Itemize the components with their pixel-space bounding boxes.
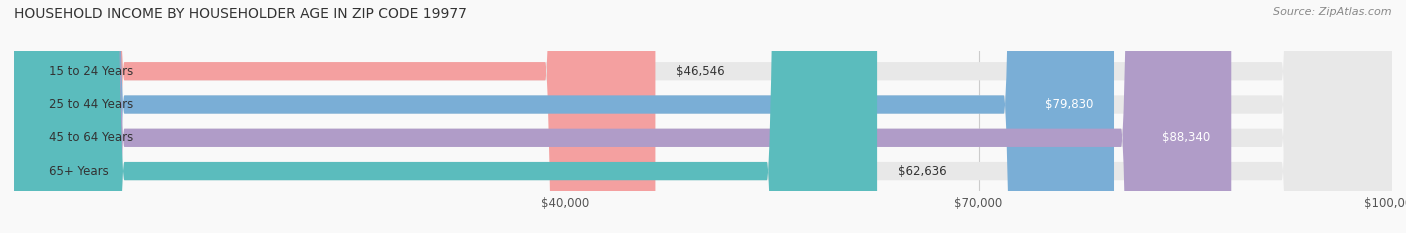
Text: Source: ZipAtlas.com: Source: ZipAtlas.com bbox=[1274, 7, 1392, 17]
FancyBboxPatch shape bbox=[14, 0, 1392, 233]
Text: $46,546: $46,546 bbox=[676, 65, 724, 78]
Text: HOUSEHOLD INCOME BY HOUSEHOLDER AGE IN ZIP CODE 19977: HOUSEHOLD INCOME BY HOUSEHOLDER AGE IN Z… bbox=[14, 7, 467, 21]
FancyBboxPatch shape bbox=[14, 0, 1392, 233]
Text: 25 to 44 Years: 25 to 44 Years bbox=[48, 98, 132, 111]
Text: $62,636: $62,636 bbox=[898, 164, 946, 178]
FancyBboxPatch shape bbox=[14, 0, 1392, 233]
Text: 45 to 64 Years: 45 to 64 Years bbox=[48, 131, 132, 144]
Text: 15 to 24 Years: 15 to 24 Years bbox=[48, 65, 132, 78]
Text: 65+ Years: 65+ Years bbox=[48, 164, 108, 178]
FancyBboxPatch shape bbox=[14, 0, 1114, 233]
FancyBboxPatch shape bbox=[14, 0, 1232, 233]
FancyBboxPatch shape bbox=[14, 0, 655, 233]
FancyBboxPatch shape bbox=[14, 0, 877, 233]
Text: $88,340: $88,340 bbox=[1163, 131, 1211, 144]
FancyBboxPatch shape bbox=[14, 0, 1392, 233]
Text: $79,830: $79,830 bbox=[1045, 98, 1094, 111]
